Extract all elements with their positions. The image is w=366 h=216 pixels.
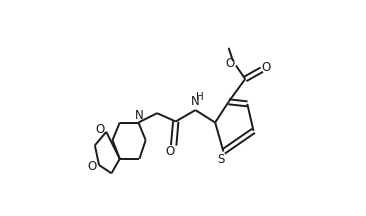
Text: O: O bbox=[261, 62, 270, 75]
Text: O: O bbox=[88, 160, 97, 173]
Text: H: H bbox=[196, 92, 203, 102]
Text: S: S bbox=[218, 153, 225, 166]
Text: N: N bbox=[191, 95, 200, 108]
Text: O: O bbox=[165, 145, 174, 158]
Text: O: O bbox=[95, 123, 104, 136]
Text: N: N bbox=[135, 109, 143, 122]
Text: O: O bbox=[225, 57, 235, 70]
